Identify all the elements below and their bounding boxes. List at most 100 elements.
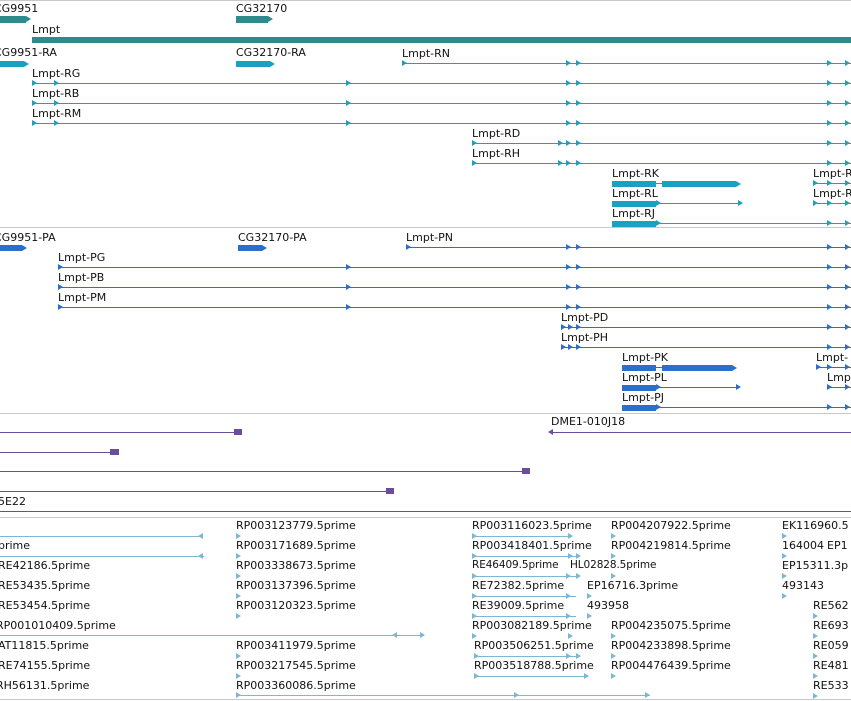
cds-line[interactable] (561, 327, 851, 328)
cds-line[interactable] (656, 407, 851, 408)
est-label[interactable]: RP004233898.5prime (611, 639, 731, 652)
est-label[interactable]: RE693 (813, 619, 849, 632)
est-line[interactable] (472, 536, 572, 537)
transcript-line[interactable] (813, 183, 851, 184)
est-label[interactable]: RP003418401.5prime (472, 539, 592, 552)
transcript-line[interactable] (402, 63, 851, 64)
est-label[interactable]: EK116960.5 (782, 519, 849, 532)
est-line[interactable] (472, 596, 576, 597)
est-label[interactable]: RP003338673.5prime (236, 559, 356, 572)
est-line[interactable] (472, 616, 576, 617)
est-label[interactable]: RP003360086.5prime (236, 679, 356, 692)
est-label[interactable]: RP003116023.5prime (472, 519, 592, 532)
est-label[interactable]: RE562 (813, 599, 849, 612)
transcript-line[interactable] (656, 183, 662, 184)
clone-line[interactable] (0, 471, 524, 472)
gene-label[interactable]: Lmpt (32, 23, 61, 36)
transcript-label[interactable]: Lmpt-RN (402, 47, 450, 60)
protein-label[interactable]: Lmpt-PN (406, 231, 453, 244)
cds-line[interactable] (58, 287, 851, 288)
est-label[interactable]: RE53454.5prime (0, 599, 91, 612)
est-label[interactable]: RP003506251.5prime (474, 639, 594, 652)
est-label[interactable]: RP003411979.5prime (236, 639, 356, 652)
est-label[interactable]: RE533 (813, 679, 849, 692)
transcript-label[interactable]: Lmpt-R (813, 187, 851, 200)
clone-line[interactable] (0, 511, 851, 512)
gene-feature-cg9951[interactable] (0, 16, 26, 23)
cds-block[interactable] (0, 245, 22, 251)
est-label[interactable]: RE46409.5prime (472, 559, 559, 571)
est-label[interactable]: RE53435.5prime (0, 579, 91, 592)
transcript-exon[interactable] (612, 181, 656, 187)
protein-label[interactable]: Lmpt- (816, 351, 849, 364)
est-line[interactable] (472, 556, 576, 557)
transcript-label[interactable]: Lmpt-RJ (612, 207, 655, 220)
transcript-exon[interactable] (612, 201, 656, 207)
cds-block[interactable] (238, 245, 262, 251)
transcript-line[interactable] (32, 123, 851, 124)
est-label[interactable]: RE481 (813, 659, 849, 672)
cds-block[interactable] (662, 365, 732, 371)
est-label[interactable]: RP003518788.5prime (474, 659, 594, 672)
clone-line[interactable] (552, 432, 851, 433)
est-label[interactable]: RP004476439.5prime (611, 659, 731, 672)
transcript-line[interactable] (32, 103, 851, 104)
est-label[interactable]: RE42186.5prime (0, 559, 91, 572)
transcript-line[interactable] (32, 83, 851, 84)
est-label[interactable]: prime (0, 539, 31, 552)
cds-line[interactable] (58, 267, 851, 268)
protein-label[interactable]: CG32170-PA (238, 231, 307, 244)
gene-feature-cg32170[interactable] (236, 16, 268, 23)
transcript-line[interactable] (656, 223, 851, 224)
est-label[interactable]: RH56131.5prime (0, 679, 90, 692)
cds-line[interactable] (816, 367, 851, 368)
transcript-label[interactable]: Lmpt-RH (472, 147, 521, 160)
transcript-label[interactable]: Lmpt-RL (612, 187, 658, 200)
cds-line[interactable] (58, 307, 851, 308)
clone-label[interactable]: DME1-010J18 (551, 415, 626, 428)
est-label[interactable]: 164004 (782, 539, 824, 552)
transcript-label[interactable]: Lmpt-RG (32, 67, 81, 80)
cds-block[interactable] (622, 405, 656, 411)
transcript-line[interactable] (813, 203, 851, 204)
transcript-label[interactable]: Lmpt-RM (32, 107, 82, 120)
est-label[interactable]: AT11815.5prime (0, 639, 89, 652)
protein-label[interactable]: Lmpt-PK (622, 351, 668, 364)
est-label[interactable]: EP16716.3prime (587, 579, 679, 592)
protein-label[interactable]: Lmpt-PD (561, 311, 609, 324)
gene-label[interactable]: CG9951 (0, 2, 39, 15)
est-label[interactable]: RP003120323.5prime (236, 599, 356, 612)
est-label[interactable]: RP004235075.5prime (611, 619, 731, 632)
est-label[interactable]: RP003123779.5prime (236, 519, 356, 532)
cds-line[interactable] (656, 387, 738, 388)
gene-feature-lmpt[interactable] (32, 37, 851, 43)
protein-label[interactable]: Lmpt-PG (58, 251, 106, 264)
est-label[interactable]: RE39009.5prime (472, 599, 565, 612)
transcript-exon[interactable] (236, 61, 270, 67)
est-line[interactable] (0, 635, 424, 636)
est-label[interactable]: RP003217545.5prime (236, 659, 356, 672)
transcript-label[interactable]: Lmpt-R (813, 167, 851, 180)
est-line[interactable] (472, 576, 576, 577)
protein-label[interactable]: Lmpt-PL (622, 371, 667, 384)
est-label[interactable]: RE72382.5prime (472, 579, 565, 592)
est-label[interactable]: EP15311.3p (782, 559, 849, 572)
clone-line[interactable] (0, 491, 388, 492)
cds-line[interactable] (406, 247, 851, 248)
clone-label[interactable]: 5E22 (0, 495, 26, 508)
cds-line[interactable] (561, 347, 851, 348)
est-label[interactable]: EP1 (827, 539, 848, 552)
est-label[interactable]: RP003082189.5prime (472, 619, 592, 632)
protein-label[interactable]: Lmpt-PM (58, 291, 107, 304)
protein-label[interactable]: Lmpt-PB (58, 271, 105, 284)
transcript-exon[interactable] (662, 181, 736, 187)
est-line[interactable] (0, 556, 204, 557)
transcript-label[interactable]: Lmpt-RK (612, 167, 659, 180)
est-label[interactable]: RP003137396.5prime (236, 579, 356, 592)
cds-block[interactable] (622, 365, 656, 371)
transcript-exon[interactable] (0, 61, 24, 67)
transcript-label[interactable]: CG32170-RA (236, 46, 306, 59)
gene-label[interactable]: CG32170 (236, 2, 288, 15)
transcript-line[interactable] (656, 203, 738, 204)
transcript-label[interactable]: CG9951-RA (0, 46, 57, 59)
